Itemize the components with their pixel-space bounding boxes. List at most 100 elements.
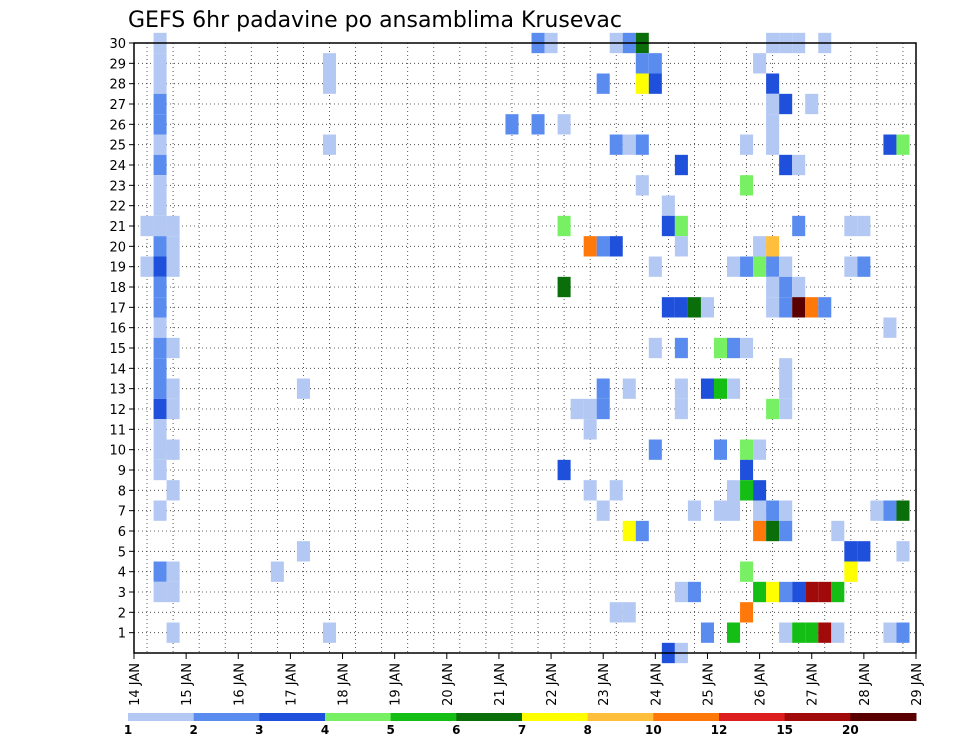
precip-cell: [779, 276, 793, 298]
precip-cell: [166, 256, 180, 277]
y-tick-label: 11: [109, 423, 126, 438]
x-tick-label: 29 JAN: [910, 663, 925, 706]
precip-cell: [753, 480, 767, 501]
x-tick-label: 19 JAN: [389, 663, 404, 706]
x-tick-label: 21 JAN: [493, 663, 508, 706]
precip-cell: [609, 602, 623, 623]
precip-cell: [583, 480, 597, 501]
x-tick-label: 25 JAN: [701, 663, 716, 706]
precip-cell: [166, 561, 180, 582]
precip-cell: [740, 480, 754, 501]
precip-cell: [153, 378, 167, 399]
precip-cell: [596, 73, 610, 94]
precip-cell: [140, 256, 154, 277]
precip-cell: [896, 134, 910, 155]
colorbar-segment: [390, 713, 457, 721]
precip-cell: [153, 114, 167, 135]
precip-cell: [674, 236, 688, 257]
precip-cell: [740, 337, 754, 359]
y-tick-label: 16: [109, 322, 126, 337]
precip-cell: [661, 215, 675, 237]
precip-cell: [896, 541, 910, 562]
x-tick-label: 22 JAN: [545, 663, 560, 706]
colorbar-label: 12: [711, 723, 728, 737]
precip-cell: [648, 73, 662, 94]
precip-cell: [779, 398, 793, 420]
precip-cell: [609, 236, 623, 257]
precip-cell: [700, 622, 714, 643]
precip-cell: [322, 622, 337, 643]
precip-cell: [153, 73, 167, 94]
precip-cell: [596, 398, 610, 420]
x-tick-label: 28 JAN: [858, 663, 873, 706]
y-tick-label: 20: [109, 240, 126, 255]
colorbar-segment: [587, 713, 654, 721]
colorbar-segment: [522, 713, 589, 721]
precip-cell: [166, 378, 180, 399]
precip-cell: [740, 459, 754, 481]
y-axis: 1234567891011121314151617181920212223242…: [109, 37, 134, 642]
precip-cell: [153, 500, 167, 521]
precip-cell: [766, 500, 780, 521]
precip-cell: [766, 236, 780, 257]
precip-cell: [713, 378, 728, 399]
precip-cell: [635, 134, 649, 155]
y-tick-label: 6: [118, 525, 126, 540]
y-tick-label: 10: [109, 444, 126, 459]
precip-cell: [622, 520, 636, 542]
colorbar: 1 2 3 4 5 6 7 8 10 12 15 20: [124, 713, 917, 737]
precip-cell: [153, 297, 167, 318]
colorbar-segment: [456, 713, 523, 721]
precip-cell: [648, 337, 662, 359]
precip-cell: [766, 114, 780, 135]
precip-cell: [727, 378, 741, 399]
y-tick-label: 21: [109, 220, 126, 235]
precip-cell: [583, 236, 597, 257]
precip-cell: [766, 134, 780, 155]
colorbar-label: 15: [776, 723, 793, 737]
precip-cell: [753, 439, 767, 460]
precip-cell: [779, 358, 793, 379]
precip-cell: [153, 276, 167, 298]
precip-cell: [153, 337, 167, 359]
precip-cell: [153, 561, 167, 582]
y-tick-label: 17: [109, 301, 126, 316]
precip-cell: [818, 622, 832, 643]
precip-cell: [583, 398, 597, 420]
precip-cell: [648, 53, 662, 74]
precip-cell: [766, 256, 780, 277]
precip-cell: [596, 236, 610, 257]
precip-cell: [153, 53, 167, 74]
precip-cell: [740, 561, 754, 582]
precip-cell: [674, 215, 688, 237]
precip-cell: [153, 358, 167, 379]
y-tick-label: 22: [109, 200, 126, 215]
colorbar-segment: [193, 713, 260, 721]
precip-cell: [753, 256, 767, 277]
precip-cell: [779, 581, 793, 603]
precip-cell: [844, 215, 858, 237]
precip-cell: [753, 53, 767, 74]
precip-cell: [766, 581, 780, 603]
y-tick-label: 1: [118, 627, 126, 642]
precip-cell: [570, 398, 584, 420]
precip-cell: [153, 459, 167, 481]
precip-cell: [857, 256, 871, 277]
precip-cell: [713, 337, 728, 359]
precip-cell: [779, 256, 793, 277]
precip-cell: [153, 317, 167, 338]
precipitation-cells: [140, 32, 910, 664]
y-tick-label: 3: [118, 586, 126, 601]
precip-cell: [166, 337, 180, 359]
precip-cell: [153, 195, 167, 216]
colorbar-label: 7: [518, 723, 526, 737]
precip-cell: [883, 317, 897, 338]
precip-cell: [740, 256, 754, 277]
precip-cell: [844, 256, 858, 277]
precip-cell: [792, 276, 806, 298]
colorbar-segment: [653, 713, 720, 721]
precip-cell: [740, 439, 754, 460]
colorbar-segment: [325, 713, 392, 721]
y-tick-label: 29: [109, 57, 126, 72]
